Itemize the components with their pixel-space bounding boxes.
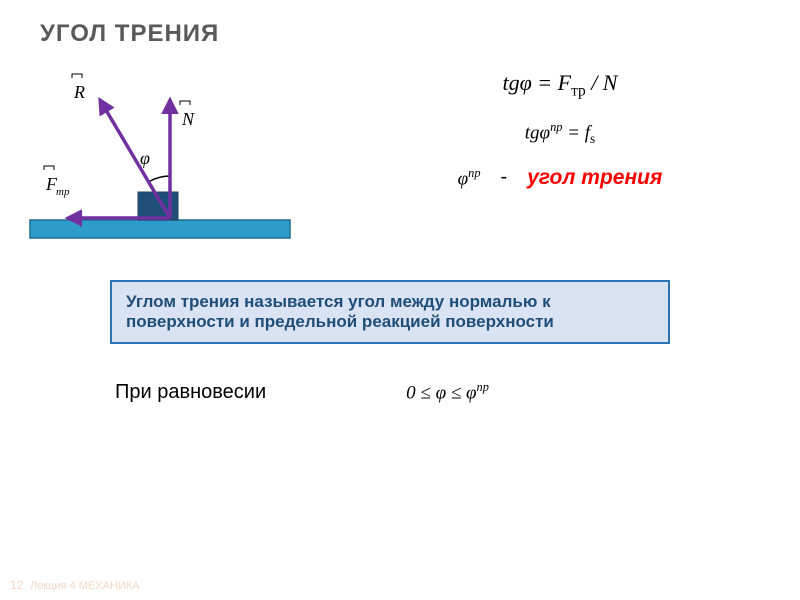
formula-phi-limit-row: φпр - угол трения	[350, 166, 770, 190]
svg-text:N: N	[181, 109, 195, 129]
svg-text:φ: φ	[140, 148, 150, 168]
definition-box: Углом трения называется угол между норма…	[110, 280, 670, 344]
formula-phi-limit: φпр	[458, 166, 481, 190]
svg-text:тр: тр	[56, 186, 70, 198]
formula-tan-phi: tgφ = Fтр / N	[350, 70, 770, 100]
equilibrium-label: При равновесии	[115, 381, 266, 404]
footer-page-number: 12	[10, 578, 23, 592]
footer-text: Лекция 4 МЕХАНИКА	[30, 580, 140, 592]
svg-text:R: R	[73, 82, 85, 102]
equilibrium-formula: 0 ≤ φ ≤ φпр	[406, 380, 489, 404]
equilibrium-row: При равновесии 0 ≤ φ ≤ φпр	[115, 380, 489, 404]
formula-tan-phi-limit: tgφпр = fs	[350, 120, 770, 147]
friction-angle-label: угол трения	[527, 166, 662, 190]
dash: -	[501, 166, 508, 189]
force-diagram: RNFтрφ	[20, 60, 310, 250]
page-title: УГОЛ ТРЕНИЯ	[40, 20, 219, 48]
formulas-area: tgφ = Fтр / N tgφпр = fs φпр - угол трен…	[350, 70, 770, 190]
